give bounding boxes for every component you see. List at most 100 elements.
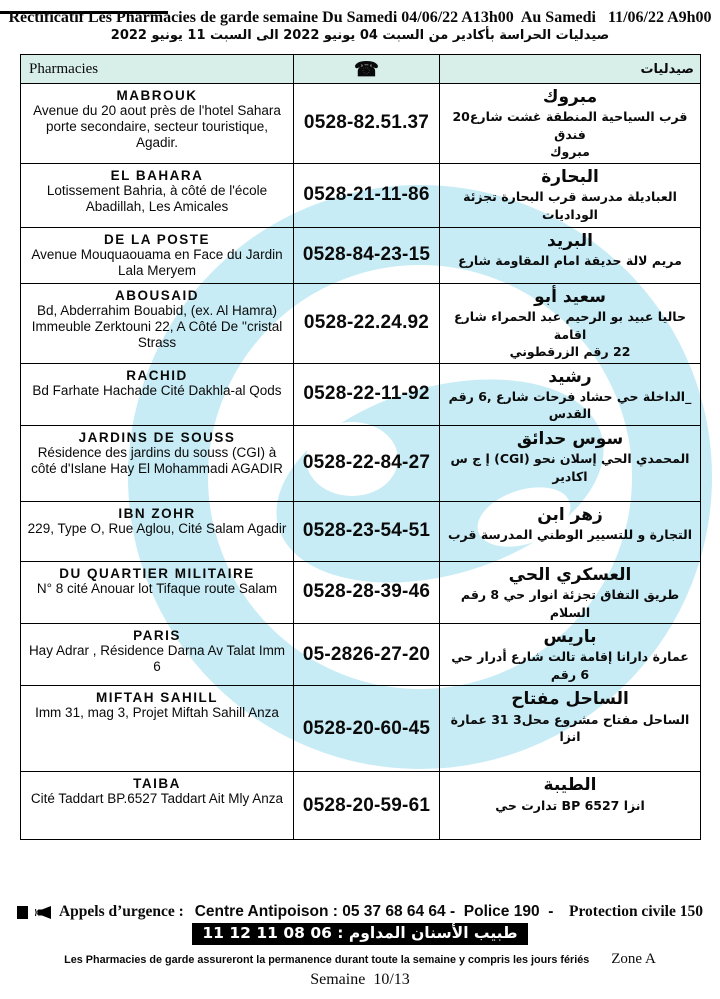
pharmacy-address-arabic-line: الزرقطوني‎ رقم‎ 22‎ bbox=[509, 344, 631, 359]
pharmacy-address: N° 8 cité Anouar lot Tifaque route Salam bbox=[36, 580, 278, 596]
pharmacy-row: MABROUK Avenue du 20 aout près de l'hote… bbox=[20, 83, 701, 164]
pharmacies-table: Pharmacies ☎ صيدليات MABROUK Avenue du 2… bbox=[20, 54, 701, 841]
pharmacy-name-arabic: باريس‎ bbox=[543, 627, 597, 647]
pharmacy-address-arabic: رقم‎ 6,‎ شارع‎ فرحات‎ حشاد‎ حي‎ الداخلة_… bbox=[444, 388, 696, 423]
permanence-note-line: Les Pharmacies de garde assureront la pe… bbox=[0, 950, 720, 968]
pharmacy-row: RACHID Bd Farhate Hachade Cité Dakhla-al… bbox=[20, 362, 701, 426]
pharmacy-address-arabic: س‎ ج‎ إ‎ (CGI)‎ نحو‎ إسلان‎ الحي‎ المحمد… bbox=[444, 450, 696, 485]
pharmacy-address: Lotissement Bahria, à côté de l'école Ab… bbox=[46, 182, 268, 214]
pharmacy-address-arabic-line: مبروك‎ bbox=[550, 144, 590, 160]
phone-icon: ☎ bbox=[293, 54, 440, 84]
pharmacy-address: Avenue du 20 aout près de l'hotel Sahara… bbox=[33, 103, 281, 150]
pharmacy-row: DU QUARTIER MILITAIRE N° 8 cité Anouar l… bbox=[20, 560, 701, 625]
pharmacy-phone: 0528-20-60-45 bbox=[293, 685, 440, 773]
pharmacy-row: MIFTAH SAHILL Imm 31, mag 3, Projet Mift… bbox=[20, 685, 701, 773]
pharmacy-row: ABOUSAID Bd, Abderrahim Bouabid, (ex. Al… bbox=[20, 282, 701, 364]
pharmacy-address: Cité Taddart BP.6527 Taddart Ait Mly Anz… bbox=[30, 791, 284, 807]
pharmacy-address-arabic-line: حي‎ تدارت‎ BP‎ 6527‎ انزا‎ bbox=[495, 797, 645, 813]
pharmacy-phone: 0528-20-59-61 bbox=[293, 771, 440, 841]
pharmacy-row: PARIS Hay Adrar , Résidence Darna Av Tal… bbox=[20, 622, 701, 687]
pharmacy-address-arabic: شارع‎ الحمراء‎ عبد‎ الرحيم‎ بو‎ عبيد‎ حا… bbox=[444, 308, 696, 361]
pharmacy-address-arabic: تجزئة‎ البحارة‎ قرب‎ مدرسة‎ العباديلة‎ ا… bbox=[444, 188, 696, 223]
pharmacy-row: DE LA POSTE Avenue Mouquaouama en Face d… bbox=[20, 226, 701, 284]
column-header-pharmacies: Pharmacies bbox=[20, 54, 294, 84]
pharmacy-row: EL BAHARA Lotissement Bahria, à côté de … bbox=[20, 162, 701, 228]
scan-line-artifact bbox=[0, 11, 168, 14]
pharmacy-name: MIFTAH SAHILL bbox=[96, 690, 218, 706]
pharmacy-address: Résidence des jardins du souss (CGI) à c… bbox=[31, 444, 283, 476]
pharmacy-name: RACHID bbox=[126, 367, 188, 383]
pharmacy-address-arabic-line: شارع20‎ غشت‎ المنطقة‎ السياحية‎ قرب‎ فند… bbox=[452, 109, 688, 142]
pharmacy-address-arabic-line: اكادير‎ bbox=[552, 468, 588, 484]
pharmacy-name-arabic: البريد‎ bbox=[547, 230, 593, 251]
pharmacy-name-arabic: أبو‎ سعيد‎ bbox=[534, 286, 606, 307]
pharmacy-address-arabic-line: رقم‎ 8‎ حي‎ انوار‎ تجزئة‎ التفاق‎ طريق‎ … bbox=[460, 587, 680, 620]
pharmacy-name: PARIS bbox=[133, 628, 181, 643]
pharmacy-address: Bd, Abderrahim Bouabid, (ex. Al Hamra) I… bbox=[31, 302, 283, 350]
emergency-civil: Protection civile 150 bbox=[568, 903, 703, 920]
pharmacy-name: DE LA POSTE bbox=[103, 231, 210, 247]
pharmacy-address-arabic: حي‎ تدارت‎ BP‎ 6527‎ انزا‎ bbox=[444, 797, 696, 815]
pharmacy-name-arabic: ابن‎ زهر‎ bbox=[537, 504, 603, 525]
pharmacy-address: 229, Type O, Rue Aglou, Cité Salam Agadi… bbox=[27, 520, 287, 536]
pharmacy-name: IBN ZOHR bbox=[118, 505, 196, 521]
document-footer: Appels d’urgence : Centre Antipoison : 0… bbox=[0, 903, 720, 989]
permanence-note: Les Pharmacies de garde assureront la pe… bbox=[64, 954, 590, 966]
pharmacy-name-arabic: البحارة‎ bbox=[541, 166, 599, 187]
pharmacy-name: TAIBA bbox=[133, 776, 181, 792]
pharmacy-address-arabic-line: شارع‎ الحمراء‎ عبد‎ الرحيم‎ بو‎ عبيد‎ حا… bbox=[454, 309, 686, 342]
pharmacy-address: Avenue Mouquaouama en Face du Jardin Lal… bbox=[31, 246, 283, 278]
pharmacy-phone: 05-2826-27-20 bbox=[293, 622, 440, 687]
pharmacy-phone: 0528-84-23-15 bbox=[293, 226, 440, 284]
document-title: Rectificatif Les Pharmacies de garde sem… bbox=[8, 9, 712, 26]
pharmacy-address-arabic-line: شارع‎ المقاومة‎ امام‎ حديقة‎ لالة‎ مريم‎ bbox=[458, 253, 682, 268]
pharmacy-name-arabic: مفتاح‎ الساحل‎ bbox=[511, 689, 629, 710]
pharmacy-row: TAIBA Cité Taddart BP.6527 Taddart Ait M… bbox=[20, 771, 701, 841]
pharmacy-address-arabic-line: عمارة‎ 31‎ محل3‎ مشروع‎ مفتاح‎ الساحل‎ ا… bbox=[450, 711, 690, 745]
emergency-body: Centre Antipoison : 05 37 68 64 64 - Pol… bbox=[194, 903, 562, 920]
pharmacy-address-arabic: قرب‎ المدرسة‎ الوطني‎ للتسيير‎ و‎ التجار… bbox=[444, 526, 696, 544]
pharmacy-name-arabic: حدائق‎ سوس‎ bbox=[516, 428, 624, 449]
pharmacy-phone: 0528-23-54-51 bbox=[293, 500, 440, 562]
pharmacy-phone: 0528-22.24.92 bbox=[293, 282, 440, 364]
dentist-on-duty-bar: طبيب الأسنان المداوم : 06 08 11 12 11 bbox=[192, 923, 528, 945]
pharmacy-address-arabic: شارع20‎ غشت‎ المنطقة‎ السياحية‎ قرب‎ فند… bbox=[444, 108, 696, 161]
pharmacy-name: ABOUSAID bbox=[114, 287, 199, 303]
pharmacy-address: Imm 31, mag 3, Projet Miftah Sahill Anza bbox=[35, 705, 279, 721]
pharmacy-address: Bd Farhate Hachade Cité Dakhla-al Qods bbox=[32, 382, 282, 398]
pharmacy-address-arabic-line: تجزئة‎ البحارة‎ قرب‎ مدرسة‎ العباديلة‎ ا… bbox=[463, 189, 677, 222]
pharmacy-name-arabic: الطيبة‎ bbox=[543, 775, 597, 796]
emergency-line: Appels d’urgence : Centre Antipoison : 0… bbox=[0, 903, 720, 921]
pharmacy-address-arabic-line: س‎ ج‎ إ‎ (CGI)‎ نحو‎ إسلان‎ الحي‎ المحمد… bbox=[450, 451, 690, 466]
speaker-icon bbox=[34, 905, 51, 919]
pharmacy-row: JARDINS DE SOUSS Résidence des jardins d… bbox=[20, 424, 701, 502]
pharmacy-name: MABROUK bbox=[116, 88, 198, 103]
pharmacy-phone: 0528-22-84-27 bbox=[293, 424, 440, 502]
pharmacy-phone: 0528-28-39-46 bbox=[293, 560, 440, 625]
document-subtitle-arabic: صيدليات الحراسة بأكادير من السبت 04 يوني… bbox=[110, 28, 610, 43]
pharmacy-phone: 0528-82.51.37 bbox=[293, 83, 440, 164]
pharmacy-row: IBN ZOHR 229, Type O, Rue Aglou, Cité Sa… bbox=[20, 500, 701, 562]
emergency-label: Appels d’urgence : bbox=[58, 903, 188, 920]
week-counter: Semaine 10/13 bbox=[310, 971, 410, 988]
pharmacy-address-arabic-line: حي‎ أدرار‎ شارع‎ تالت‎ إقامة‎ دارانا‎ عم… bbox=[451, 649, 689, 682]
table-header-row: Pharmacies ☎ صيدليات bbox=[20, 54, 701, 84]
pharmacy-address-arabic: شارع‎ المقاومة‎ امام‎ حديقة‎ لالة‎ مريم‎ bbox=[444, 252, 696, 270]
pharmacy-address-arabic: رقم‎ 8‎ حي‎ انوار‎ تجزئة‎ التفاق‎ طريق‎ … bbox=[444, 586, 696, 621]
pharmacy-phone: 0528-22-11-92 bbox=[293, 362, 440, 426]
pharmacy-name-arabic: رشيد‎ bbox=[548, 366, 592, 387]
pharmacy-address-arabic-line: رقم‎ 6,‎ شارع‎ فرحات‎ حشاد‎ حي‎ الداخلة_… bbox=[448, 388, 692, 422]
pharmacy-address-arabic: حي‎ أدرار‎ شارع‎ تالت‎ إقامة‎ دارانا‎ عم… bbox=[444, 648, 696, 683]
pharmacy-name: JARDINS DE SOUSS bbox=[78, 429, 236, 445]
pharmacy-name-arabic: مبروك‎ bbox=[542, 87, 598, 107]
pharmacy-name: EL BAHARA bbox=[110, 167, 204, 183]
pharmacy-name-arabic: الحي‎ العسكري‎ bbox=[508, 564, 632, 585]
pharmacy-phone: 0528-21-11-86 bbox=[293, 162, 440, 228]
zone-label: Zone A bbox=[611, 951, 656, 967]
column-header-arabic: صيدليات bbox=[439, 54, 701, 84]
pharmacy-address-arabic: عمارة‎ 31‎ محل3‎ مشروع‎ مفتاح‎ الساحل‎ ا… bbox=[444, 711, 696, 746]
pharmacy-name: DU QUARTIER MILITAIRE bbox=[59, 565, 255, 581]
pharmacy-address-arabic-line: قرب‎ المدرسة‎ الوطني‎ للتسيير‎ و‎ التجار… bbox=[447, 527, 693, 542]
pharmacy-address: Hay Adrar , Résidence Darna Av Talat Imm… bbox=[28, 643, 286, 674]
black-square-icon bbox=[16, 905, 28, 919]
